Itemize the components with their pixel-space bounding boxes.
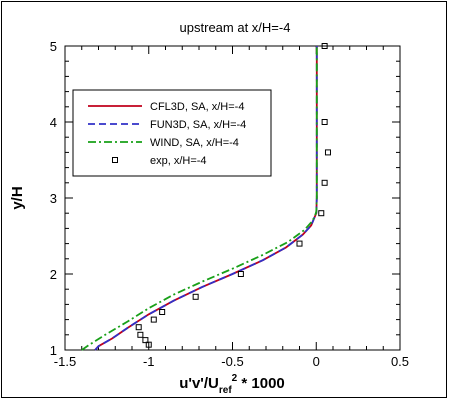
exp-data-point: [192, 293, 199, 300]
exp-data-point: [145, 341, 152, 348]
series-line-3: [81, 46, 318, 351]
y-tick-label: 2: [50, 267, 57, 282]
legend-label: exp, x/H=-4: [150, 155, 207, 167]
legend: CFL3D, SA, x/H=-4 FUN3D, SA, x/H=-4 WIND, …: [72, 89, 272, 177]
series-layer: [81, 43, 331, 351]
legend-box: [72, 89, 272, 177]
y-tick-label: 3: [50, 191, 57, 206]
exp-data-point: [159, 309, 166, 315]
exp-data-point: [321, 179, 328, 186]
y-tick-label: 5: [50, 39, 57, 54]
exp-data-point: [137, 331, 144, 338]
x-tick-label: -1.5: [54, 354, 76, 369]
exp-data-point: [321, 43, 328, 49]
y-tick-label: 4: [50, 115, 57, 130]
legend-marker: [112, 157, 118, 163]
chart-title: upstream at x/H=-4: [180, 20, 291, 35]
exp-data-point: [142, 337, 149, 344]
exp-data-point: [321, 119, 328, 125]
exp-data-point: [318, 210, 325, 217]
y-axis: 1 2 3 4 5: [50, 39, 400, 358]
legend-label: FUN3D, SA, x/H=-4: [150, 119, 246, 131]
x-tick-label: -1: [143, 354, 155, 369]
x-tick-label: 0: [313, 354, 320, 369]
exp-data-point: [296, 240, 303, 247]
y-axis-label: y/H: [9, 186, 26, 209]
x-axis-label: u'v'/Uref2 * 1000: [179, 373, 285, 396]
exp-data-point: [150, 316, 157, 323]
exp-data-point: [324, 149, 331, 156]
x-tick-label: -0.5: [221, 354, 243, 369]
exp-data-point: [237, 271, 244, 277]
exp-data-point: [135, 324, 142, 331]
legend-label: CFL3D, SA, x/H=-4: [150, 101, 244, 113]
x-tick-label: 0.5: [391, 354, 409, 369]
legend-label: WIND, SA, x/H=-4: [150, 137, 239, 149]
y-tick-label: 1: [50, 343, 57, 358]
